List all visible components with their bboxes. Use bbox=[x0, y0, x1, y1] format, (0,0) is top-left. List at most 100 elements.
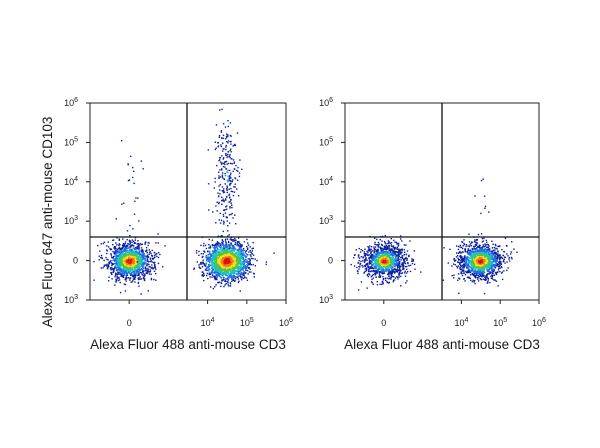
event-dot bbox=[217, 192, 219, 194]
event-dot bbox=[149, 260, 151, 263]
event-dot bbox=[214, 257, 216, 259]
event-dot bbox=[395, 263, 397, 265]
event-dot bbox=[251, 247, 253, 250]
event-dot bbox=[388, 255, 390, 257]
event-dot bbox=[115, 248, 117, 250]
event-dot bbox=[395, 259, 398, 261]
event-dot bbox=[134, 271, 136, 274]
event-dot bbox=[132, 251, 134, 253]
event-dot bbox=[115, 280, 117, 282]
event-dot bbox=[372, 273, 374, 276]
event-dot bbox=[369, 245, 371, 247]
event-dot bbox=[488, 273, 490, 275]
event-dot bbox=[392, 266, 394, 268]
event-dot bbox=[384, 270, 386, 273]
event-dot bbox=[374, 258, 376, 260]
event-dot bbox=[385, 250, 388, 252]
event-dot bbox=[390, 248, 392, 250]
y-tick-label: 0 bbox=[73, 256, 78, 266]
event-dot bbox=[220, 285, 222, 288]
event-dot bbox=[398, 276, 400, 278]
event-dot bbox=[229, 256, 231, 258]
event-dot bbox=[389, 250, 392, 252]
event-dot bbox=[219, 264, 221, 266]
event-dot bbox=[382, 252, 385, 254]
event-dot bbox=[368, 269, 370, 271]
event-dot bbox=[129, 277, 131, 279]
event-dot bbox=[202, 275, 204, 277]
event-dot bbox=[394, 251, 396, 254]
event-dot bbox=[371, 250, 373, 252]
event-dot bbox=[114, 266, 117, 268]
event-dot bbox=[388, 268, 390, 271]
event-dot bbox=[226, 187, 228, 190]
event-dot bbox=[367, 254, 369, 257]
event-dot bbox=[390, 266, 392, 268]
event-dot bbox=[236, 249, 238, 252]
event-dot bbox=[224, 284, 226, 286]
event-dot bbox=[242, 267, 245, 270]
event-dot bbox=[213, 250, 215, 252]
event-dot bbox=[138, 266, 141, 269]
event-dot bbox=[388, 248, 391, 250]
event-dot bbox=[247, 258, 250, 260]
event-dot bbox=[212, 254, 215, 256]
event-dot bbox=[225, 144, 227, 147]
event-dot bbox=[461, 264, 464, 266]
event-dot bbox=[141, 265, 144, 267]
event-dot bbox=[237, 258, 239, 260]
event-dot bbox=[224, 243, 227, 245]
event-dot bbox=[231, 276, 233, 278]
event-dot bbox=[484, 276, 486, 278]
event-dot bbox=[115, 259, 117, 262]
event-dot bbox=[389, 270, 391, 272]
event-dot bbox=[116, 258, 118, 261]
event-dot bbox=[118, 279, 121, 281]
event-dot bbox=[228, 214, 231, 216]
event-dot bbox=[232, 271, 235, 273]
event-dot bbox=[226, 260, 228, 262]
event-dot bbox=[130, 260, 132, 262]
event-dot bbox=[381, 260, 383, 263]
event-dot bbox=[218, 265, 220, 267]
event-dot bbox=[370, 281, 373, 283]
event-dot bbox=[390, 272, 392, 275]
event-dot bbox=[216, 273, 218, 276]
event-dot bbox=[382, 250, 384, 252]
event-dot bbox=[372, 256, 374, 258]
event-dot bbox=[118, 244, 120, 247]
event-dot bbox=[104, 264, 107, 266]
event-dot bbox=[114, 276, 116, 278]
event-dot bbox=[374, 237, 376, 239]
event-dot bbox=[230, 172, 232, 174]
event-dot bbox=[211, 276, 213, 278]
event-dot bbox=[128, 269, 130, 271]
event-dot bbox=[128, 261, 130, 264]
event-dot bbox=[240, 269, 242, 271]
event-dot bbox=[230, 202, 232, 204]
event-dot bbox=[227, 181, 229, 183]
event-dot bbox=[382, 276, 384, 278]
event-dot bbox=[391, 253, 393, 256]
event-dot bbox=[500, 261, 502, 263]
event-dot bbox=[217, 282, 220, 284]
event-dot bbox=[224, 238, 227, 240]
event-dot bbox=[138, 250, 141, 253]
event-dot bbox=[386, 256, 388, 258]
event-dot bbox=[237, 278, 239, 280]
event-dot bbox=[379, 275, 382, 277]
event-dot bbox=[117, 254, 119, 257]
event-dot bbox=[378, 274, 381, 277]
event-dot bbox=[107, 266, 110, 268]
event-dot bbox=[140, 247, 143, 249]
event-dot bbox=[238, 242, 241, 245]
event-dot bbox=[228, 257, 230, 260]
event-dot bbox=[414, 268, 416, 270]
event-dot bbox=[225, 161, 227, 163]
event-dot bbox=[359, 262, 362, 265]
event-dot bbox=[216, 260, 218, 262]
event-dot bbox=[130, 274, 132, 276]
event-dot bbox=[369, 267, 371, 270]
event-dot bbox=[214, 177, 216, 180]
event-dot bbox=[370, 248, 372, 251]
